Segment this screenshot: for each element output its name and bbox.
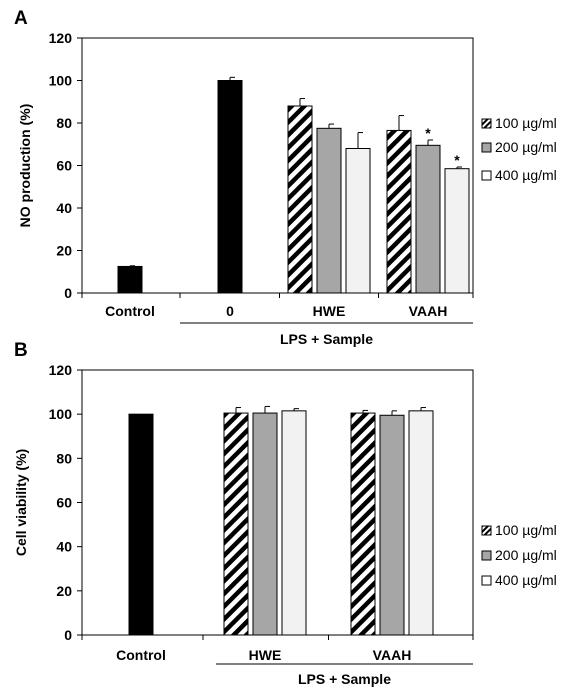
category-label: HWE: [313, 303, 346, 319]
y-tick-label: 0: [64, 627, 72, 643]
group-label: LPS + Sample: [280, 331, 373, 347]
category-label: VAAH: [373, 647, 412, 663]
y-axis-label: Cell viability (%): [13, 449, 29, 556]
legend-swatch: [481, 170, 492, 181]
significance-marker: *: [454, 152, 460, 168]
bar: [345, 148, 371, 294]
bar: [316, 127, 342, 294]
group-label: LPS + Sample: [298, 671, 391, 687]
category-label: Control: [105, 303, 155, 319]
bar: [128, 413, 154, 636]
bar: [408, 410, 434, 636]
y-tick-label: 60: [56, 495, 72, 511]
bar: [287, 105, 313, 294]
legend-label: 100 µg/ml: [495, 115, 557, 131]
legend-swatch: [481, 118, 492, 129]
y-tick-label: 40: [56, 539, 72, 555]
bar: [350, 412, 376, 636]
bar: [252, 412, 278, 636]
y-axis-label: NO production (%): [17, 104, 33, 228]
legend-swatch: [481, 525, 492, 536]
category-label: VAAH: [409, 303, 448, 319]
y-tick-label: 20: [56, 243, 72, 259]
y-tick-label: 120: [49, 362, 73, 378]
y-tick-label: 100: [49, 406, 73, 422]
legend-swatch: [481, 575, 492, 586]
plot-frame: [81, 37, 474, 294]
category-label: HWE: [249, 647, 282, 663]
y-tick-label: 80: [56, 450, 72, 466]
y-tick-label: 0: [64, 285, 72, 301]
y-tick-label: 120: [49, 30, 73, 46]
legend-label: 400 µg/ml: [495, 572, 557, 588]
panel-letter: B: [14, 340, 28, 361]
category-label: 0: [226, 303, 234, 319]
bar: [223, 412, 249, 636]
legend-swatch: [481, 550, 492, 561]
bar: [117, 265, 143, 294]
legend-label: 100 µg/ml: [495, 522, 557, 538]
legend-label: 200 µg/ml: [495, 547, 557, 563]
bar: [444, 168, 470, 294]
bar: [386, 129, 412, 294]
legend-label: 400 µg/ml: [495, 167, 557, 183]
bar: [379, 414, 405, 636]
y-tick-label: 20: [56, 583, 72, 599]
category-label: Control: [116, 647, 166, 663]
y-tick-label: 80: [56, 115, 72, 131]
legend-label: 200 µg/ml: [495, 139, 557, 155]
y-tick-label: 100: [49, 73, 73, 89]
bar: [415, 144, 441, 294]
significance-marker: *: [425, 125, 431, 141]
y-tick-label: 60: [56, 158, 72, 174]
bar: [217, 80, 243, 294]
panel-letter: A: [14, 8, 28, 29]
bar: [281, 410, 307, 636]
y-tick-label: 40: [56, 200, 72, 216]
legend-swatch: [481, 142, 492, 153]
